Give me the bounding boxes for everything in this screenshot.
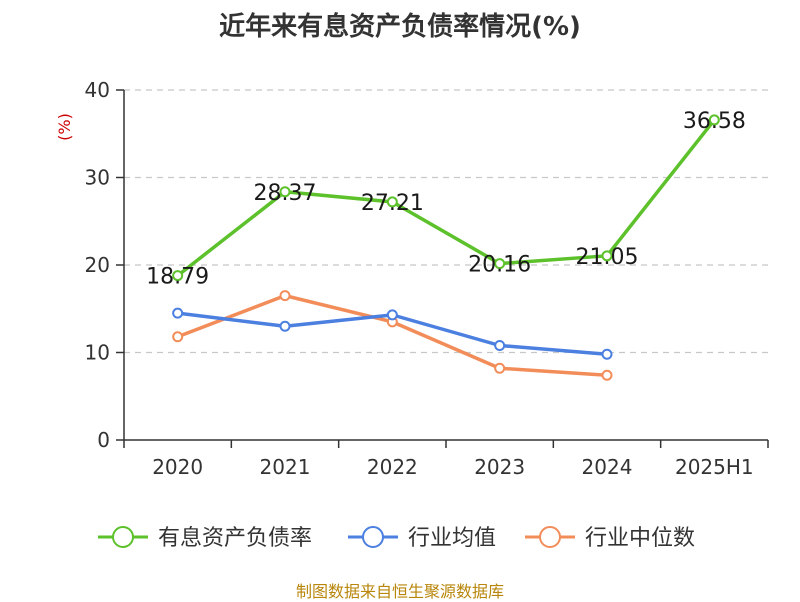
x-tick-label: 2023 [474, 455, 525, 479]
y-tick-label: 10 [85, 341, 110, 365]
x-tick-label: 2024 [582, 455, 633, 479]
x-tick-label: 2021 [260, 455, 311, 479]
data-label: 27.21 [361, 191, 424, 216]
data-point [708, 114, 720, 126]
data-point [172, 331, 184, 343]
data-point [386, 309, 398, 321]
x-tick-label: 2022 [367, 455, 418, 479]
data-point [279, 186, 291, 198]
data-point [279, 320, 291, 332]
y-tick-label: 30 [85, 166, 110, 190]
series-line [176, 118, 716, 277]
data-point [601, 250, 613, 262]
source-note: 制图数据来自恒生聚源数据库 [295, 582, 504, 601]
data-label: 36.58 [683, 109, 746, 134]
legend-marker [362, 526, 384, 548]
series-line [177, 293, 608, 377]
data-point [172, 270, 184, 282]
data-point [601, 369, 613, 381]
series-lines [172, 114, 720, 381]
data-label: 21.05 [576, 245, 639, 270]
legend-label: 行业中位数 [585, 526, 695, 551]
x-tick-label: 2020 [152, 455, 203, 479]
data-point [279, 290, 291, 302]
y-tick-label: 40 [85, 78, 110, 102]
data-point [494, 362, 506, 374]
legend-label: 行业均值 [408, 526, 496, 551]
y-tick-label: 20 [85, 253, 110, 277]
data-point [172, 307, 184, 319]
legend[interactable]: 有息资产负债率 行业均值 行业中位数 [98, 526, 695, 551]
x-tick-label: 2025H1 [675, 455, 754, 479]
legend-label: 有息资产负债率 [158, 526, 312, 551]
legend-item[interactable]: 有息资产负债率 [98, 526, 312, 551]
data-label: 28.37 [254, 181, 317, 206]
y-tick-label: 0 [97, 428, 110, 452]
legend-marker [112, 526, 134, 548]
legend-marker [539, 526, 561, 548]
gridlines [124, 89, 768, 354]
data-point [386, 196, 398, 208]
data-label: 20.16 [468, 253, 531, 278]
y-axis-label: (%) [55, 113, 74, 141]
chart-title: 近年来有息资产负债率情况(%) [219, 12, 581, 42]
axes: 0 10 20 30 40 2020 2021 2022 2023 2024 2025H1 (%) [55, 78, 769, 479]
data-labels: 18.79 28.37 27.21 20.16 21.05 36.58 [146, 109, 746, 290]
legend-item[interactable]: 行业均值 [348, 526, 496, 551]
data-point [601, 348, 613, 360]
data-label: 18.79 [146, 265, 209, 290]
data-point [494, 340, 506, 351]
legend-item[interactable]: 行业中位数 [525, 526, 695, 551]
data-point [494, 258, 506, 270]
